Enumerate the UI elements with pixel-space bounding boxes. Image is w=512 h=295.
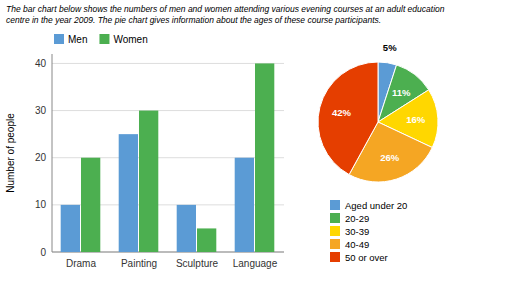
legend-label: 50 or over <box>345 252 388 263</box>
y-axis-label: Number of people <box>5 113 16 193</box>
bar <box>119 134 138 252</box>
legend-swatch <box>99 34 109 44</box>
data-label: 42% <box>332 107 352 118</box>
legend-swatch <box>330 213 340 223</box>
title-line: centre in the year 2009. The pie chart g… <box>6 15 381 25</box>
legend-label: Women <box>113 34 147 45</box>
title: The bar chart below shows the numbers of… <box>6 4 445 25</box>
legend-label: 40-49 <box>345 239 369 250</box>
y-tick-label: 20 <box>35 152 47 163</box>
pie-chart: 5% 11% 16% 26% 42% Aged under 20 20-29 30-39 40-… <box>318 42 438 263</box>
bar <box>177 205 196 252</box>
pie-slice <box>318 62 378 175</box>
data-label: 26% <box>380 152 400 163</box>
y-tick-label: 40 <box>35 58 47 69</box>
x-tick-label: Painting <box>121 258 157 269</box>
bars <box>61 63 275 252</box>
x-tick-label: Language <box>233 258 278 269</box>
title-line: The bar chart below shows the numbers of… <box>6 4 445 14</box>
x-tick-label: Drama <box>66 258 96 269</box>
data-label: 16% <box>406 114 426 125</box>
legend-swatch <box>330 252 340 262</box>
legend: Aged under 20 20-29 30-39 40-49 50 or over <box>330 200 407 263</box>
bar <box>235 158 254 252</box>
x-tick-label: Sculpture <box>176 258 219 269</box>
bar <box>255 63 274 252</box>
legend-label: 20-29 <box>345 213 369 224</box>
grid-line <box>52 63 284 64</box>
y-axis-line <box>52 54 53 252</box>
data-label: 5% <box>383 42 397 53</box>
data-label: 11% <box>392 87 411 98</box>
grid-line <box>52 110 284 111</box>
legend-swatch <box>330 226 340 236</box>
chart-canvas: The bar chart below shows the numbers of… <box>0 0 512 295</box>
bar <box>139 111 158 252</box>
pie-labels: 5% 11% 16% 26% 42% <box>332 42 426 163</box>
bar <box>61 205 80 252</box>
legend-swatch <box>54 34 64 44</box>
legend-label: 30-39 <box>345 226 369 237</box>
legend-swatch <box>330 239 340 249</box>
legend-label: Men <box>68 34 87 45</box>
legend-swatch <box>330 200 340 210</box>
background <box>0 0 512 295</box>
bar <box>81 158 100 252</box>
y-tick-label: 10 <box>35 199 47 210</box>
legend: Men Women <box>54 34 148 45</box>
bar <box>197 228 216 252</box>
legend-label: Aged under 20 <box>345 200 407 211</box>
y-tick-label: 0 <box>40 247 46 258</box>
bar-chart: 0 10 20 30 40 Number of people Drama Painting Sc… <box>5 34 284 269</box>
y-tick-label: 30 <box>35 105 47 116</box>
